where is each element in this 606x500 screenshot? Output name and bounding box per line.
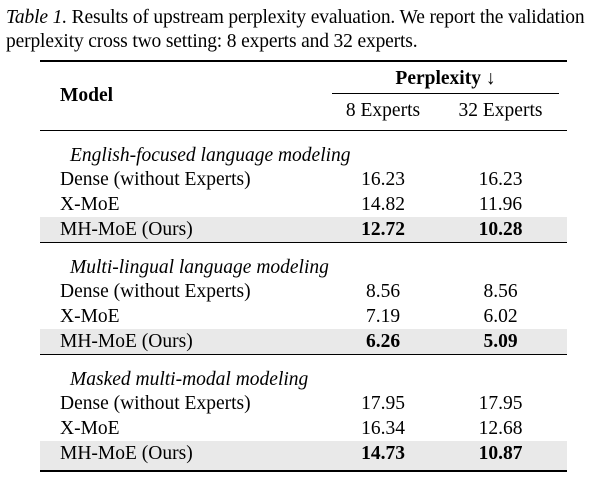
value-cell-8: 17.95 <box>361 393 405 414</box>
value-cell-32: 12.68 <box>478 418 523 439</box>
model-cell: Dense (without Experts) <box>60 169 251 190</box>
value-cell-32: 10.87 <box>434 441 567 471</box>
results-table-container: Model Perplexity ↓ 8 Experts 32 Experts … <box>40 60 567 472</box>
value-cell-8: 16.34 <box>361 418 405 439</box>
value-cell-32: 8.56 <box>483 281 518 302</box>
table-row: X-MoE 16.34 12.68 <box>40 416 567 441</box>
value-cell-32: 5.09 <box>434 329 567 355</box>
table-row-highlighted: MH-MoE (Ours) 14.73 10.87 <box>40 441 567 471</box>
table-row: Dense (without Experts) 8.56 8.56 <box>40 279 567 304</box>
table-row: X-MoE 7.19 6.02 <box>40 304 567 329</box>
model-cell: X-MoE <box>60 306 120 327</box>
value-cell-8: 16.23 <box>361 169 405 190</box>
value-cell-32: 16.23 <box>478 169 523 190</box>
table-row: X-MoE 14.82 11.96 <box>40 192 567 217</box>
table-row-highlighted: MH-MoE (Ours) 6.26 5.09 <box>40 329 567 355</box>
model-cell: Dense (without Experts) <box>60 281 251 302</box>
value-cell-32: 17.95 <box>478 393 523 414</box>
header-row-2: 8 Experts 32 Experts <box>40 98 567 131</box>
table-row: Dense (without Experts) 17.95 17.95 <box>40 391 567 416</box>
model-column-header: Model <box>60 85 114 106</box>
col-header-32-experts: 32 Experts <box>458 100 543 121</box>
section-title-row: English-focused language modeling <box>40 130 567 168</box>
model-cell: MH-MoE (Ours) <box>40 441 332 471</box>
table-row-highlighted: MH-MoE (Ours) 12.72 10.28 <box>40 217 567 243</box>
header-row-1: Model Perplexity ↓ <box>40 61 567 106</box>
perplexity-group-header: Perplexity ↓ <box>332 61 567 98</box>
value-cell-32: 10.28 <box>434 217 567 243</box>
caption-label: Table 1. <box>6 7 67 28</box>
value-cell-8: 14.73 <box>332 441 434 471</box>
section-title: Multi-lingual language modeling <box>70 257 329 278</box>
value-cell-8: 6.26 <box>332 329 434 355</box>
section-title-row: Multi-lingual language modeling <box>40 242 567 280</box>
value-cell-8: 14.82 <box>361 194 405 215</box>
caption-text: Results of upstream perplexity evaluatio… <box>6 7 585 52</box>
results-table: Model Perplexity ↓ 8 Experts 32 Experts … <box>40 60 567 472</box>
section-title-row: Masked multi-modal modeling <box>40 354 567 392</box>
perplexity-group-label: Perplexity ↓ <box>332 68 559 94</box>
section-title: Masked multi-modal modeling <box>70 369 309 390</box>
col-header-8-experts: 8 Experts <box>345 100 421 121</box>
model-cell: X-MoE <box>60 418 120 439</box>
value-cell-32: 11.96 <box>478 194 523 215</box>
table-caption: Table 1. Results of upstream perplexity … <box>6 6 602 54</box>
value-cell-8: 12.72 <box>332 217 434 243</box>
model-cell: Dense (without Experts) <box>60 393 251 414</box>
value-cell-32: 6.02 <box>483 306 518 327</box>
section-title: English-focused language modeling <box>70 145 351 166</box>
model-cell: X-MoE <box>60 194 120 215</box>
table-row: Dense (without Experts) 16.23 16.23 <box>40 167 567 192</box>
value-cell-8: 8.56 <box>365 281 401 302</box>
model-cell: MH-MoE (Ours) <box>40 217 332 243</box>
value-cell-8: 7.19 <box>365 306 401 327</box>
model-cell: MH-MoE (Ours) <box>40 329 332 355</box>
